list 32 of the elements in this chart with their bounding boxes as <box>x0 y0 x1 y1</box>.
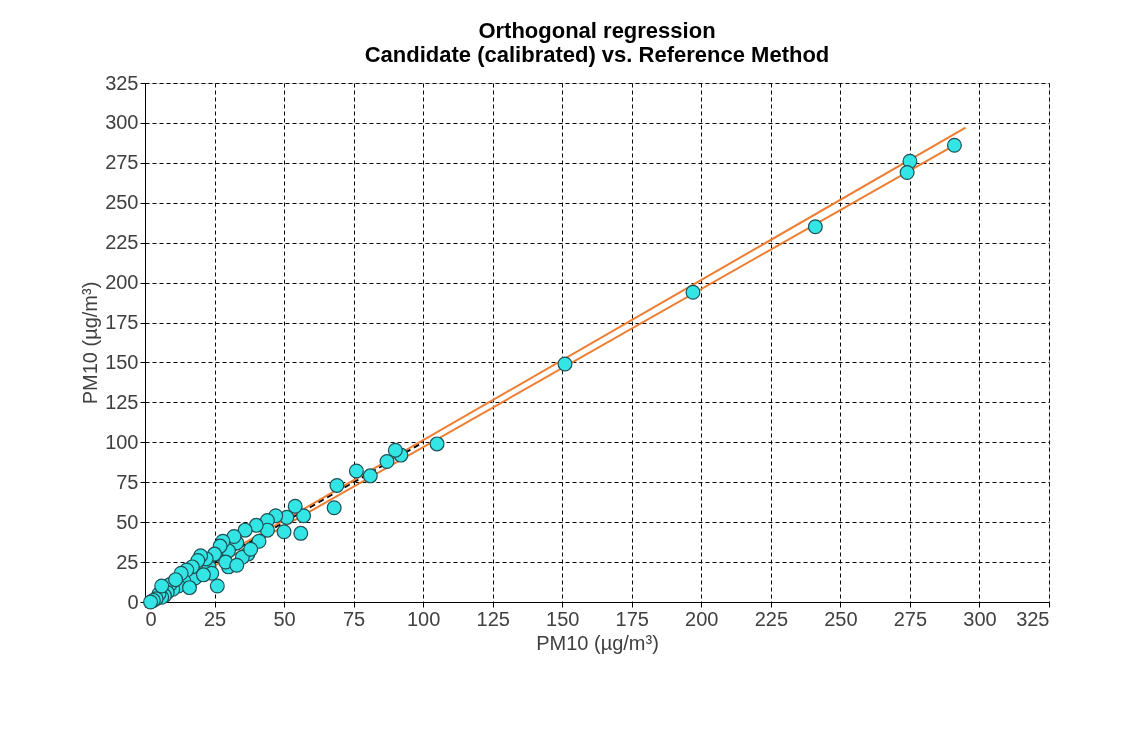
x-tick-label: 25 <box>203 607 227 630</box>
y-tick-label: 25 <box>116 550 139 573</box>
y-tick-label: 225 <box>105 231 139 254</box>
y-tick-label: 50 <box>116 510 139 533</box>
x-tick-label: 325 <box>1016 607 1050 630</box>
x-tick-label: 300 <box>963 607 997 630</box>
y-tick-label: 150 <box>105 350 139 373</box>
x-tick-label: 150 <box>546 607 580 630</box>
text: Candidate (calibrated) vs. Reference Method <box>364 42 830 67</box>
y-tick-label: 200 <box>105 271 139 294</box>
x-tick-label: 200 <box>685 607 719 630</box>
x-axis-title: PM10 (µg/m³) <box>536 631 659 654</box>
y-tick-label: 300 <box>105 111 139 134</box>
x-tick-label: 75 <box>342 607 366 630</box>
y-tick-label: 75 <box>116 470 139 493</box>
x-tick-label: 175 <box>615 607 649 630</box>
x-tick-label: 100 <box>406 607 441 630</box>
x-tick-label: 225 <box>754 607 789 630</box>
x-tick-label: 0 <box>145 607 157 630</box>
x-tick-label: 250 <box>824 607 858 630</box>
x-tick-label: 125 <box>476 607 510 630</box>
y-axis-title: PM10 (µg/m³) <box>79 281 102 405</box>
y-tick-label: 325 <box>105 71 139 94</box>
y-tick-label: 250 <box>105 191 139 214</box>
y-tick-label: 275 <box>105 151 139 174</box>
y-tick-label: 175 <box>105 311 139 334</box>
y-tick-label: 0 <box>127 590 139 613</box>
x-tick-label: 275 <box>893 607 928 630</box>
y-tick-label: 100 <box>105 430 139 453</box>
x-tick-label: 50 <box>273 607 296 630</box>
text: Orthogonal regression <box>478 18 716 43</box>
y-tick-label: 125 <box>105 390 139 413</box>
